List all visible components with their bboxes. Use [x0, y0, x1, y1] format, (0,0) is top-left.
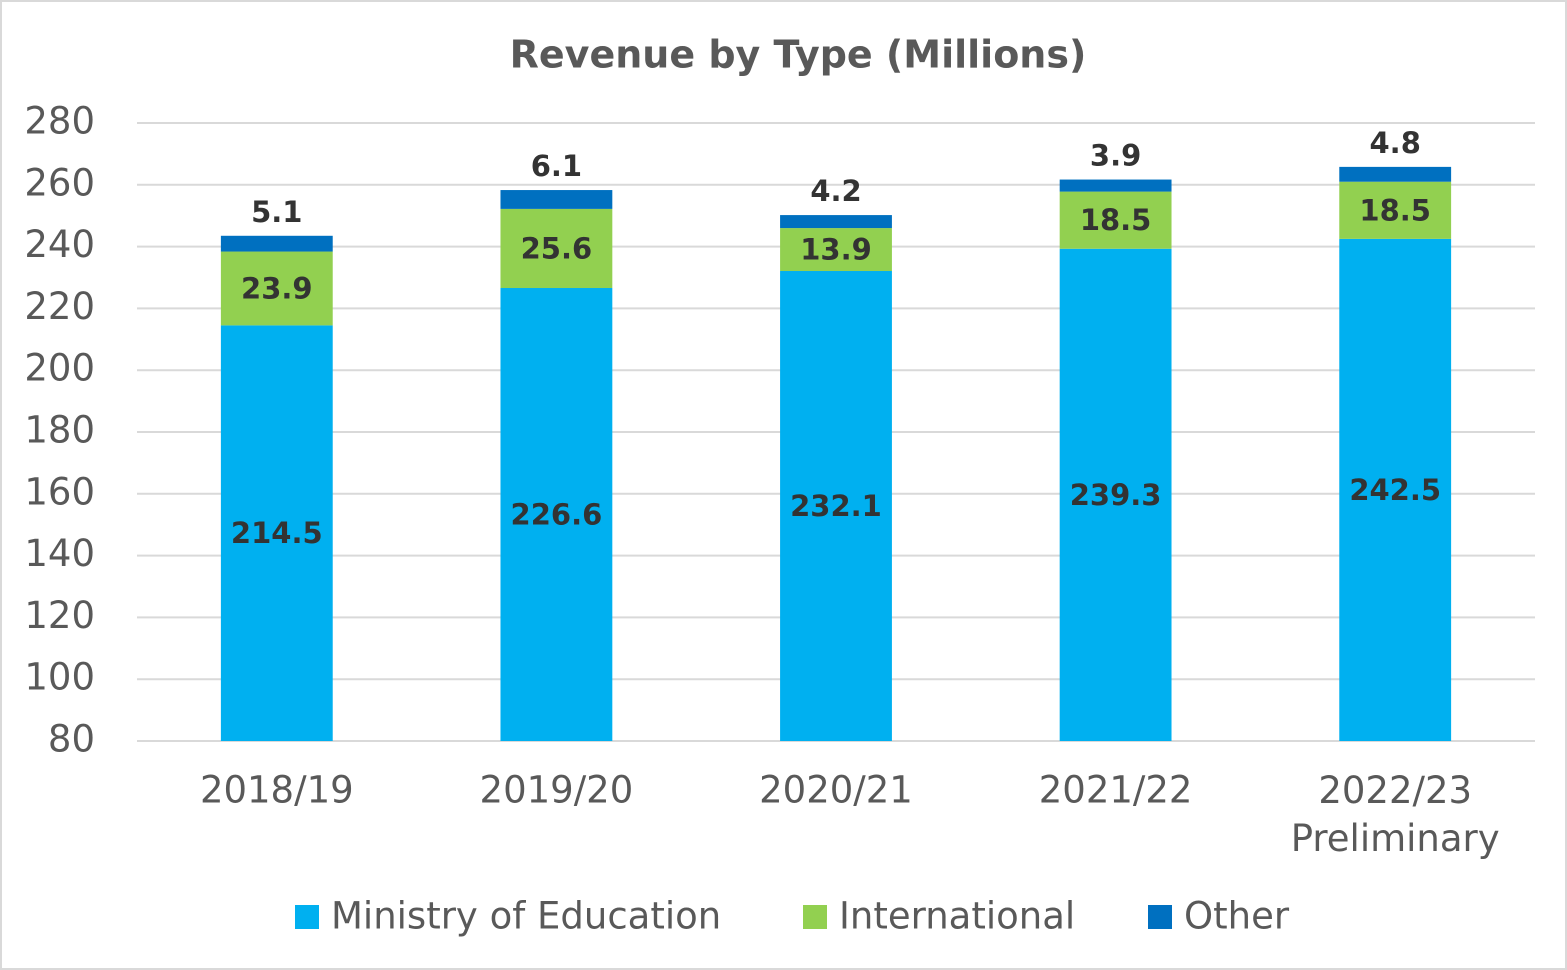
y-tick-label: 240 [24, 223, 95, 266]
data-label: 13.9 [800, 233, 872, 267]
bar-segment [780, 228, 892, 272]
y-tick-label: 120 [24, 594, 95, 637]
x-tick-label: 2020/21 [759, 769, 913, 812]
data-label: 18.5 [1359, 193, 1431, 227]
legend-label: Ministry of Education [331, 895, 721, 938]
bar-segment [500, 190, 613, 209]
x-tick-label: 2018/19 [200, 769, 354, 812]
data-label: 23.9 [241, 271, 313, 305]
y-tick-label: 200 [24, 347, 95, 390]
data-label: 232.1 [790, 489, 882, 523]
y-tick-label: 160 [24, 470, 95, 513]
y-tick-label: 180 [24, 409, 95, 452]
bar-segment [1339, 181, 1452, 239]
legend-label: International [839, 895, 1075, 938]
bar-segment [220, 325, 333, 741]
bar-segment [1059, 248, 1172, 741]
data-label: 214.5 [231, 516, 323, 550]
bar-segment [1059, 191, 1172, 249]
x-tick-label: 2022/23 Preliminary [1291, 769, 1500, 860]
data-label: 3.9 [1090, 139, 1141, 173]
bar-segment [1059, 179, 1172, 192]
legend-label: Other [1184, 895, 1290, 938]
bar-segment [220, 251, 333, 326]
data-label: 239.3 [1070, 478, 1162, 512]
y-tick-label: 100 [24, 656, 95, 699]
legend-swatch [1148, 905, 1172, 929]
bar-segment [500, 288, 613, 741]
bar-segment [1339, 166, 1452, 182]
legend-swatch [803, 905, 827, 929]
data-label: 5.1 [251, 195, 302, 229]
y-tick-label: 260 [24, 161, 95, 204]
data-label: 6.1 [531, 149, 582, 183]
bar-segment [780, 215, 892, 229]
y-tick-label: 220 [24, 285, 95, 328]
y-tick-label: 140 [24, 532, 95, 575]
x-tick-label: 2019/20 [480, 769, 634, 812]
bar-segment [220, 235, 333, 252]
data-label: 18.5 [1080, 203, 1152, 237]
bar-segment [1339, 238, 1452, 741]
chart-title: Revenue by Type (Millions) [510, 33, 1087, 77]
data-label: 4.8 [1370, 126, 1421, 160]
data-label: 4.2 [810, 174, 861, 208]
data-label: 242.5 [1349, 473, 1441, 507]
legend-swatch [295, 905, 319, 929]
x-tick-label: 2021/22 [1039, 769, 1193, 812]
bar-segment [780, 271, 892, 741]
data-label: 226.6 [511, 498, 603, 532]
data-label: 25.6 [521, 231, 593, 265]
bar-segment [500, 208, 613, 289]
y-tick-label: 280 [24, 100, 95, 143]
y-tick-label: 80 [48, 718, 95, 761]
